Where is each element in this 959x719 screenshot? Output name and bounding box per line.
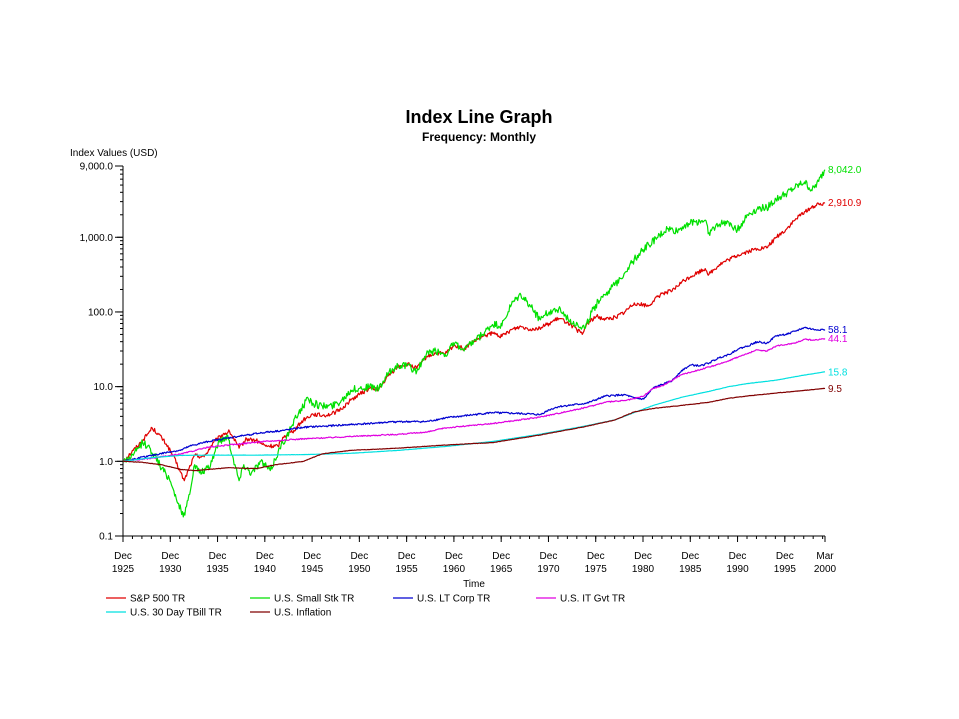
x-tick-label-top: Dec — [776, 551, 794, 562]
x-tick-label-top: Dec — [587, 551, 605, 562]
series-line-2 — [122, 169, 826, 518]
x-tick-label-top: Dec — [350, 551, 368, 562]
series-end-label: 58.1 — [828, 325, 848, 336]
legend-label: U.S. Small Stk TR — [274, 594, 354, 605]
legend-label: U.S. IT Gvt TR — [560, 594, 625, 605]
x-tick-label-top: Dec — [540, 551, 558, 562]
x-tick-label-bottom: 1950 — [348, 564, 371, 575]
x-tick-label-top: Dec — [303, 551, 321, 562]
x-tick-label-bottom: 1945 — [301, 564, 324, 575]
series-group — [122, 169, 826, 518]
y-tick-label: 10.0 — [94, 382, 114, 393]
y-tick-label: 1.0 — [99, 457, 113, 468]
chart-title: Index Line Graph — [405, 107, 552, 127]
x-tick-label-bottom: 1990 — [726, 564, 749, 575]
chart-subtitle: Frequency: Monthly — [422, 130, 536, 144]
x-tick-label-bottom: 1975 — [585, 564, 608, 575]
x-tick-label-top: Dec — [634, 551, 652, 562]
legend: S&P 500 TR U.S. Small Stk TR U.S. LT Corp … — [106, 594, 625, 619]
x-tick-label-bottom: 1930 — [159, 564, 182, 575]
series-end-label: 8,042.0 — [828, 165, 862, 176]
x-tick-label-top: Dec — [114, 551, 132, 562]
x-tick-label-bottom: 1995 — [774, 564, 797, 575]
x-tick-label-bottom: 2000 — [814, 564, 837, 575]
x-tick-label-bottom: 1940 — [254, 564, 277, 575]
x-tick-label-top: Dec — [209, 551, 227, 562]
y-tick-label: 100.0 — [88, 307, 113, 318]
series-end-label: 44.1 — [828, 334, 848, 345]
x-tick-label-bottom: 1925 — [112, 564, 135, 575]
y-tick-label: 0.1 — [99, 532, 113, 543]
x-tick-label-bottom: 1955 — [396, 564, 419, 575]
x-tick-label-bottom: 1960 — [443, 564, 466, 575]
x-tick-label-bottom: 1980 — [632, 564, 655, 575]
series-line-6 — [122, 387, 826, 472]
x-tick-label-top: Dec — [681, 551, 699, 562]
legend-label: U.S. Inflation — [274, 608, 331, 619]
x-tick-label-top: Dec — [445, 551, 463, 562]
series-end-label: 15.8 — [828, 367, 848, 378]
x-tick-label-top: Dec — [492, 551, 510, 562]
series-end-label: 9.5 — [828, 384, 842, 395]
x-tick-label-bottom: 1965 — [490, 564, 513, 575]
y-tick-label: 1,000.0 — [80, 233, 114, 244]
x-tick-label-top: Dec — [161, 551, 179, 562]
series-line-5 — [123, 371, 826, 462]
x-tick-label-top: Mar — [816, 551, 834, 562]
series-line-4 — [122, 338, 826, 462]
x-tick-label-bottom: 1985 — [679, 564, 702, 575]
x-tick-label-bottom: 1970 — [537, 564, 560, 575]
end-labels: 2,910.9 8,042.0 58.144.1 15.8 9.5 — [828, 165, 862, 395]
x-tick-label-top: Dec — [729, 551, 747, 562]
x-tick-label-top: Dec — [398, 551, 416, 562]
y-tick-label: 9,000.0 — [80, 162, 114, 173]
y-axis-label: Index Values (USD) — [70, 148, 158, 159]
legend-label: U.S. 30 Day TBill TR — [130, 608, 222, 619]
axes: 9,000.01,000.0100.010.01.00.1Dec1925Dec1… — [80, 162, 837, 576]
x-tick-label-bottom: 1935 — [206, 564, 229, 575]
x-tick-label-top: Dec — [256, 551, 274, 562]
legend-label: U.S. LT Corp TR — [417, 594, 490, 605]
x-axis-label: Time — [463, 579, 485, 590]
series-end-label: 2,910.9 — [828, 198, 862, 209]
legend-label: S&P 500 TR — [130, 594, 185, 605]
series-line-3 — [122, 326, 826, 463]
